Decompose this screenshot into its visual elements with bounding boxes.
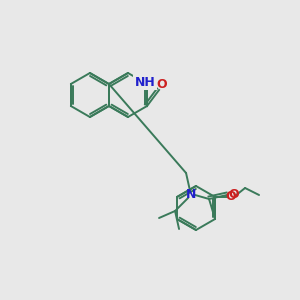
Text: O: O [229, 188, 239, 200]
Text: NH: NH [135, 76, 155, 88]
Text: O: O [157, 77, 167, 91]
Text: N: N [186, 188, 196, 202]
Text: O: O [226, 190, 236, 203]
